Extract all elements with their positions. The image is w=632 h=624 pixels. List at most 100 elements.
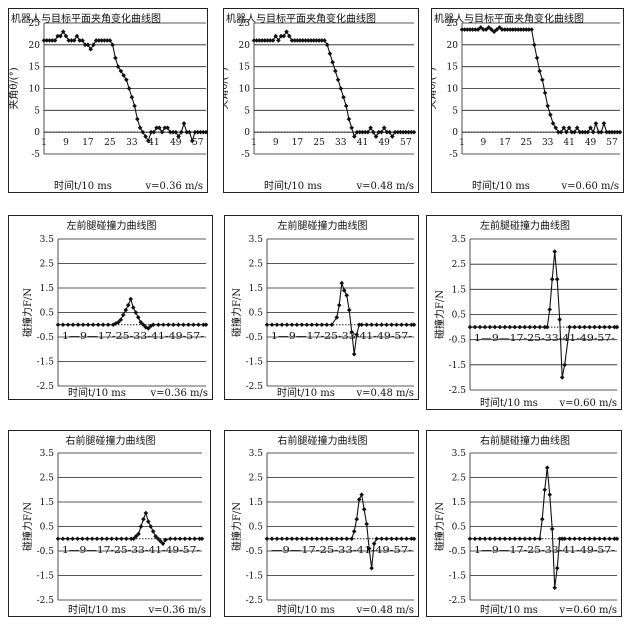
data-point [319, 322, 325, 328]
data-point [338, 86, 344, 91]
y-tick-label: 0.5 [452, 311, 467, 321]
y-tick-label: 3.5 [249, 235, 264, 245]
data-point [527, 324, 533, 330]
data-point [502, 324, 508, 330]
y-tick-label: 5 [244, 106, 250, 116]
data-point [143, 134, 148, 139]
x-tick-label: 33 [335, 138, 347, 148]
data-point [547, 492, 553, 497]
velocity-label: v=0.60 m/s [561, 181, 619, 192]
data-point [163, 537, 168, 543]
x-tick-label: 9 [481, 138, 487, 148]
data-point [562, 362, 567, 368]
data-point [542, 487, 548, 493]
data-point [384, 322, 389, 328]
y-tick-label: 2.5 [452, 474, 467, 484]
data-point [492, 536, 498, 542]
data-point [130, 305, 136, 310]
velocity-label: v=0.36 m/s [148, 605, 206, 616]
data-point [406, 129, 411, 135]
chart-panel-p6: 左前腿碰撞力曲线图 3.5 2.5 1.5 0.5 -0.5 -1.5 -2.5 1—9—17-… [426, 215, 622, 410]
data-point [614, 536, 620, 542]
data-point [532, 324, 538, 330]
data-point [354, 516, 359, 522]
y-axis-label: 夹角θ/(°) [9, 67, 20, 109]
data-point [316, 38, 322, 43]
data-point [527, 536, 533, 542]
data-point [94, 536, 100, 542]
data-point [77, 38, 82, 43]
y-tick-label: 15 [447, 63, 459, 73]
data-point [113, 55, 118, 61]
data-point [400, 129, 406, 135]
chart-title: 左前腿碰撞力曲线图 [480, 219, 570, 232]
data-point [598, 129, 604, 135]
data-point [284, 322, 290, 328]
data-point [517, 536, 523, 542]
y-axis-label: 碰撞力F/N [433, 502, 446, 551]
chart-title: 机器人与目标平面夹角变化曲线图 [11, 12, 161, 25]
data-point [80, 38, 85, 43]
data-point [151, 322, 156, 328]
x-tick-label: 49 [378, 138, 390, 148]
data-point [279, 322, 285, 328]
data-point [201, 322, 206, 328]
data-point [602, 536, 607, 542]
data-point [335, 77, 341, 83]
data-point [100, 322, 106, 328]
data-point [477, 536, 483, 542]
data-point [394, 322, 399, 328]
data-point [478, 25, 484, 30]
y-tick-label: 0 [34, 128, 40, 138]
data-point [359, 492, 364, 497]
data-point [341, 288, 347, 293]
data-point [592, 324, 597, 330]
x-tick-label: 41 [563, 138, 574, 148]
y-tick-label: 10 [239, 85, 251, 95]
data-point [95, 322, 101, 328]
data-point [361, 507, 367, 512]
data-point [497, 324, 503, 330]
data-point [88, 46, 93, 52]
data-point [251, 38, 257, 43]
data-point [80, 536, 85, 542]
data-point [351, 529, 357, 534]
data-point [512, 324, 518, 330]
data-point [522, 536, 528, 542]
data-point [343, 103, 349, 109]
data-point [192, 536, 197, 542]
data-point [364, 322, 369, 328]
data-point [492, 324, 498, 330]
y-tick-label: -5 [31, 150, 40, 160]
data-point [497, 536, 503, 542]
data-point [85, 322, 91, 328]
data-point [552, 585, 558, 591]
data-point [593, 121, 599, 126]
data-point [518, 27, 524, 32]
data-point [341, 94, 346, 100]
data-point [505, 27, 510, 32]
data-point [55, 536, 61, 542]
data-point [561, 125, 567, 131]
chart-svg-p9: 右前腿碰撞力曲线图 3.5 2.5 1.5 0.5 -0.5 -1.5 -2.5 1—9—17-… [433, 434, 620, 616]
data-point [577, 536, 582, 542]
data-point [507, 27, 513, 32]
data-point [148, 524, 154, 529]
data-point [384, 536, 389, 542]
data-point [281, 33, 287, 39]
data-point [274, 322, 280, 328]
data-point [89, 536, 95, 542]
data-point [304, 322, 310, 328]
data-point [473, 27, 478, 32]
data-point [44, 38, 50, 43]
x-tick-label: 57 [606, 138, 618, 148]
x-tick-label: 9 [63, 138, 69, 148]
velocity-label: v=0.36 m/s [145, 181, 203, 192]
y-axis-label: 碰撞力F/N [230, 502, 243, 551]
data-point [491, 29, 497, 35]
data-point [467, 324, 473, 330]
y-tick-label: -5 [241, 150, 250, 160]
data-point [55, 322, 61, 328]
data-point [399, 322, 404, 328]
data-point [346, 307, 352, 313]
